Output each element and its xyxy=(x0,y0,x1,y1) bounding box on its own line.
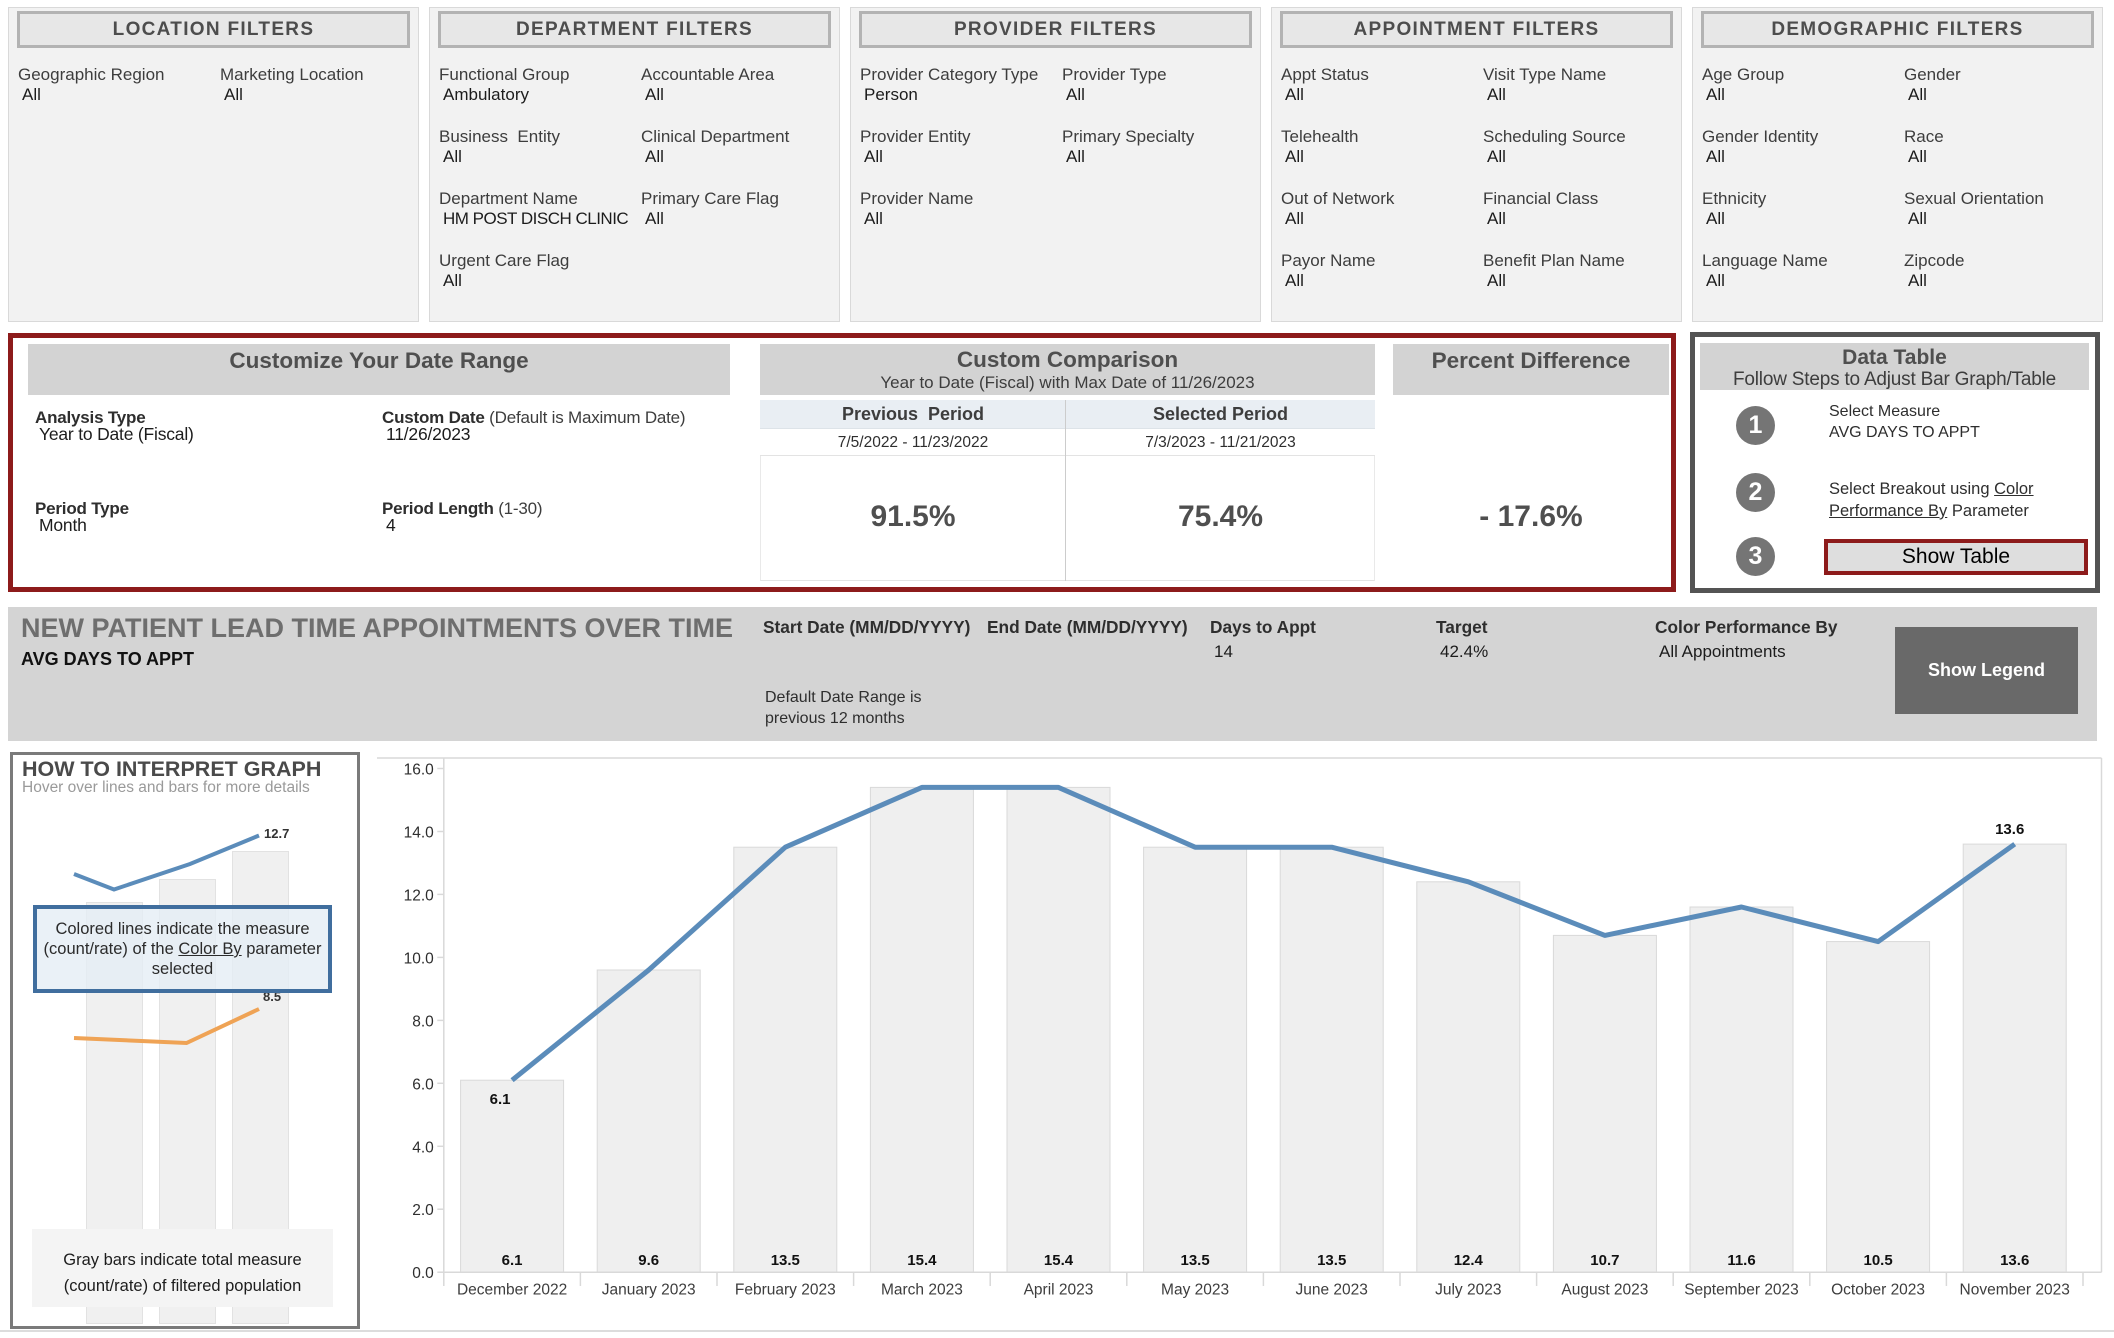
svg-text:9.6: 9.6 xyxy=(638,1252,659,1269)
svg-text:August 2023: August 2023 xyxy=(1561,1282,1648,1299)
svg-text:14.0: 14.0 xyxy=(404,825,435,842)
svg-text:March 2023: March 2023 xyxy=(881,1282,963,1299)
svg-text:June 2023: June 2023 xyxy=(1295,1282,1367,1299)
svg-text:13.6: 13.6 xyxy=(1995,821,2024,838)
svg-text:13.5: 13.5 xyxy=(771,1252,800,1269)
svg-text:12.0: 12.0 xyxy=(404,887,435,904)
svg-text:8.0: 8.0 xyxy=(412,1013,434,1030)
svg-text:10.0: 10.0 xyxy=(404,950,435,967)
svg-text:December 2022: December 2022 xyxy=(457,1282,567,1299)
svg-text:July 2023: July 2023 xyxy=(1435,1282,1501,1299)
svg-text:February 2023: February 2023 xyxy=(735,1282,836,1299)
svg-text:May 2023: May 2023 xyxy=(1161,1282,1229,1299)
svg-text:4.0: 4.0 xyxy=(412,1139,434,1156)
svg-text:6.0: 6.0 xyxy=(412,1076,434,1093)
svg-text:13.5: 13.5 xyxy=(1180,1252,1209,1269)
svg-text:April 2023: April 2023 xyxy=(1024,1282,1094,1299)
svg-text:15.4: 15.4 xyxy=(1044,1252,1074,1269)
svg-text:November 2023: November 2023 xyxy=(1960,1282,2070,1299)
svg-text:2.0: 2.0 xyxy=(412,1202,434,1219)
svg-text:13.5: 13.5 xyxy=(1317,1252,1346,1269)
svg-text:10.5: 10.5 xyxy=(1863,1252,1892,1269)
svg-text:0.0: 0.0 xyxy=(412,1265,434,1282)
svg-text:11.6: 11.6 xyxy=(1727,1252,1755,1269)
svg-text:September 2023: September 2023 xyxy=(1684,1282,1799,1299)
svg-text:16.0: 16.0 xyxy=(404,762,435,779)
svg-text:10.7: 10.7 xyxy=(1590,1252,1619,1269)
svg-text:January 2023: January 2023 xyxy=(602,1282,696,1299)
svg-text:12.4: 12.4 xyxy=(1454,1252,1484,1269)
svg-text:6.1: 6.1 xyxy=(502,1252,523,1269)
svg-text:October 2023: October 2023 xyxy=(1831,1282,1925,1299)
svg-text:6.1: 6.1 xyxy=(490,1091,511,1108)
svg-text:13.6: 13.6 xyxy=(2000,1252,2029,1269)
svg-text:15.4: 15.4 xyxy=(907,1252,937,1269)
